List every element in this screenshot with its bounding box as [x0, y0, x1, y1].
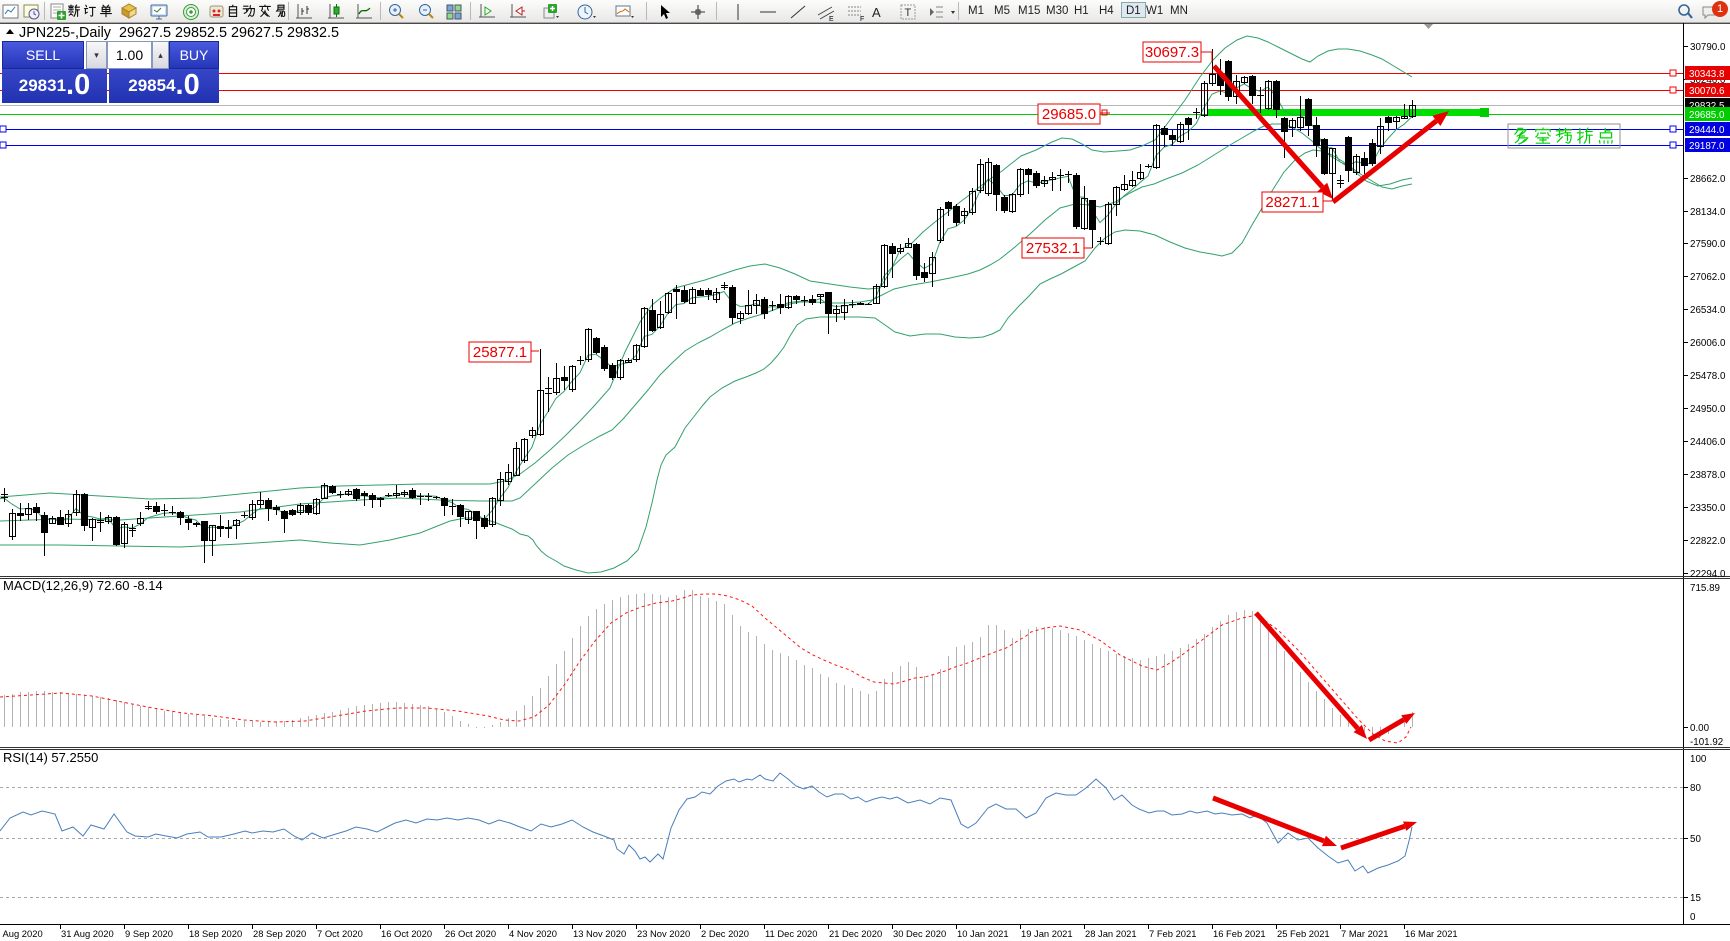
- svg-text:29444.0: 29444.0: [1689, 125, 1725, 136]
- svg-text:4 Nov 2020: 4 Nov 2020: [509, 928, 557, 939]
- svg-text:22822.0: 22822.0: [1690, 536, 1726, 547]
- svg-text:7 Feb 2021: 7 Feb 2021: [1149, 928, 1196, 939]
- svg-text:25877.1: 25877.1: [473, 344, 527, 361]
- svg-text:F: F: [860, 16, 864, 22]
- svg-text:21 Aug 2020: 21 Aug 2020: [0, 928, 43, 939]
- svg-text:30343.8: 30343.8: [1689, 69, 1725, 80]
- svg-text:19 Jan 2021: 19 Jan 2021: [1021, 928, 1073, 939]
- svg-text:13 Nov 2020: 13 Nov 2020: [573, 928, 626, 939]
- svg-text:23 Nov 2020: 23 Nov 2020: [637, 928, 690, 939]
- svg-text:2 Dec 2020: 2 Dec 2020: [701, 928, 749, 939]
- svg-text:23350.0: 23350.0: [1690, 503, 1726, 514]
- svg-text:10 Jan 2021: 10 Jan 2021: [957, 928, 1009, 939]
- svg-text:30070.6: 30070.6: [1689, 86, 1725, 97]
- svg-text:31 Aug 2020: 31 Aug 2020: [61, 928, 114, 939]
- svg-text:RSI(14) 57.2550: RSI(14) 57.2550: [3, 750, 98, 765]
- svg-text:25478.0: 25478.0: [1690, 371, 1726, 382]
- svg-text:7 Mar 2021: 7 Mar 2021: [1341, 928, 1388, 939]
- svg-text:0: 0: [1690, 912, 1696, 923]
- svg-text:15: 15: [1690, 893, 1701, 904]
- svg-text:26 Oct 2020: 26 Oct 2020: [445, 928, 496, 939]
- svg-text:9 Sep 2020: 9 Sep 2020: [125, 928, 173, 939]
- svg-text:100: 100: [1690, 754, 1707, 765]
- svg-text:26534.0: 26534.0: [1690, 305, 1726, 316]
- svg-text:25 Feb 2021: 25 Feb 2021: [1277, 928, 1330, 939]
- svg-text:7 Oct 2020: 7 Oct 2020: [317, 928, 363, 939]
- svg-text:28 Sep 2020: 28 Sep 2020: [253, 928, 306, 939]
- svg-text:24406.0: 24406.0: [1690, 437, 1726, 448]
- svg-text:18 Sep 2020: 18 Sep 2020: [189, 928, 242, 939]
- svg-text:30246.0: 30246.0: [1690, 75, 1726, 86]
- svg-text:29685.0: 29685.0: [1689, 110, 1725, 121]
- svg-text:28271.1: 28271.1: [1265, 194, 1319, 211]
- svg-text:16 Feb 2021: 16 Feb 2021: [1213, 928, 1266, 939]
- svg-text:29187.0: 29187.0: [1689, 141, 1725, 152]
- svg-text:JPN225-,Daily 29627.5 29852.5: JPN225-,Daily 29627.5 29852.5 29627.5 29…: [19, 25, 339, 41]
- svg-text:22294.0: 22294.0: [1690, 569, 1726, 580]
- svg-text:27532.1: 27532.1: [1026, 240, 1080, 257]
- svg-text:28134.0: 28134.0: [1690, 207, 1726, 218]
- svg-text:30790.0: 30790.0: [1690, 42, 1726, 53]
- svg-text:27062.0: 27062.0: [1690, 272, 1726, 283]
- svg-text:24950.0: 24950.0: [1690, 404, 1726, 415]
- svg-text:21 Dec 2020: 21 Dec 2020: [829, 928, 882, 939]
- svg-text:16 Oct 2020: 16 Oct 2020: [381, 928, 432, 939]
- svg-text:50: 50: [1690, 834, 1701, 845]
- svg-text:23878.0: 23878.0: [1690, 470, 1726, 481]
- svg-text:30 Dec 2020: 30 Dec 2020: [893, 928, 946, 939]
- svg-text:16 Mar 2021: 16 Mar 2021: [1405, 928, 1458, 939]
- svg-text:E: E: [829, 16, 834, 22]
- svg-text:MACD(12,26,9) 72.60 -8.14: MACD(12,26,9) 72.60 -8.14: [3, 578, 163, 593]
- svg-text:-101.92: -101.92: [1690, 737, 1723, 748]
- svg-text:715.89: 715.89: [1690, 583, 1720, 594]
- svg-text:0.00: 0.00: [1690, 723, 1710, 734]
- svg-text:29832.5: 29832.5: [1689, 101, 1725, 112]
- svg-text:28 Jan 2021: 28 Jan 2021: [1085, 928, 1137, 939]
- svg-text:27590.0: 27590.0: [1690, 239, 1726, 250]
- svg-text:26006.0: 26006.0: [1690, 338, 1726, 349]
- svg-text:29685.0: 29685.0: [1042, 106, 1096, 123]
- svg-text:11 Dec 2020: 11 Dec 2020: [765, 928, 817, 939]
- svg-text:28662.0: 28662.0: [1690, 174, 1726, 185]
- svg-text:T: T: [905, 7, 912, 19]
- svg-text:30697.3: 30697.3: [1145, 44, 1199, 61]
- svg-text:80: 80: [1690, 783, 1701, 794]
